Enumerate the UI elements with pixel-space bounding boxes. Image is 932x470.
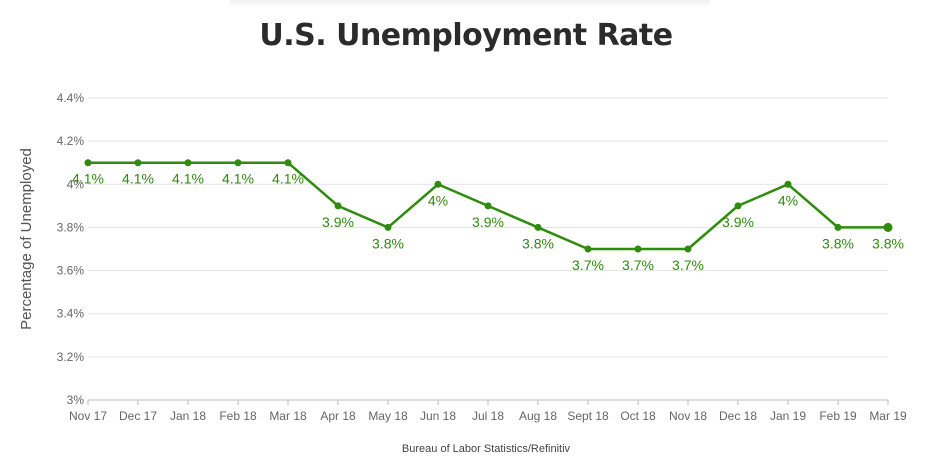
data-point[interactable] xyxy=(484,202,492,210)
data-point[interactable] xyxy=(834,223,842,231)
data-label: 3.7% xyxy=(572,257,604,273)
x-tick-label: Dec 17 xyxy=(119,409,157,423)
data-point[interactable] xyxy=(684,245,692,253)
data-point[interactable] xyxy=(883,222,893,232)
x-tick-label: Jan 18 xyxy=(170,409,206,423)
data-label: 3.8% xyxy=(872,235,904,251)
y-tick-label: 4.2% xyxy=(57,134,85,148)
y-tick-label: 3.2% xyxy=(57,350,85,364)
data-label: 3.9% xyxy=(322,214,354,230)
x-tick-label: Feb 18 xyxy=(219,409,257,423)
data-label: 3.8% xyxy=(372,235,404,251)
data-label: 4% xyxy=(778,192,798,208)
header-fade xyxy=(230,0,710,8)
data-point[interactable] xyxy=(384,223,392,231)
data-label: 3.9% xyxy=(472,214,504,230)
data-point[interactable] xyxy=(134,159,142,167)
x-tick-label: Nov 18 xyxy=(669,409,707,423)
data-label: 3.8% xyxy=(822,235,854,251)
x-axis-ticks: Nov 17 Dec 17 Jan 18 Feb 18 Mar 18 Apr 18 May … xyxy=(69,400,907,423)
x-tick-label: Aug 18 xyxy=(519,409,557,423)
y-tick-label: 4% xyxy=(67,177,85,191)
data-label: 3.9% xyxy=(722,214,754,230)
data-point[interactable] xyxy=(284,159,292,167)
series xyxy=(84,159,893,253)
y-tick-label: 3.6% xyxy=(57,264,85,278)
y-tick-label: 4.4% xyxy=(57,91,85,105)
chart-title: U.S. Unemployment Rate xyxy=(259,18,673,53)
y-tick-label: 3% xyxy=(67,393,85,407)
data-point[interactable] xyxy=(734,202,742,210)
data-label: 4.1% xyxy=(222,171,254,187)
data-point[interactable] xyxy=(434,180,442,188)
y-tick-label: 3.8% xyxy=(57,220,85,234)
x-tick-label: Apr 18 xyxy=(320,409,356,423)
data-point[interactable] xyxy=(784,180,792,188)
data-label: 4% xyxy=(428,192,448,208)
x-tick-label: Jan 19 xyxy=(770,409,806,423)
data-point[interactable] xyxy=(234,159,242,167)
x-tick-label: Mar 19 xyxy=(869,409,907,423)
x-tick-label: Mar 18 xyxy=(269,409,307,423)
source-note: Bureau of Labor Statistics/Refinitiv xyxy=(402,443,571,455)
data-label: 4.1% xyxy=(122,171,154,187)
data-label: 3.7% xyxy=(672,257,704,273)
y-axis-ticks: 3% 3.2% 3.4% 3.6% 3.8% 4% 4.2% 4.4% xyxy=(57,91,85,407)
data-point[interactable] xyxy=(584,245,592,253)
data-label: 4.1% xyxy=(272,171,304,187)
x-tick-label: Sept 18 xyxy=(567,409,609,423)
y-tick-label: 3.4% xyxy=(57,307,85,321)
x-tick-label: Feb 19 xyxy=(819,409,857,423)
y-axis-title: Percentage of Unemployed xyxy=(18,148,35,330)
data-label: 4.1% xyxy=(172,171,204,187)
data-label: 4.1% xyxy=(72,171,104,187)
data-point[interactable] xyxy=(184,159,192,167)
data-point[interactable] xyxy=(334,202,342,210)
x-tick-label: Jun 18 xyxy=(420,409,456,423)
data-labels: 4.1% 4.1% 4.1% 4.1% 4.1% 3.9% 3.8% 4% 3.9% 3.8% 3.… xyxy=(72,171,904,273)
data-point[interactable] xyxy=(84,159,92,167)
data-point[interactable] xyxy=(534,223,542,231)
x-tick-label: Nov 17 xyxy=(69,409,107,423)
x-tick-label: May 18 xyxy=(368,409,408,423)
data-point[interactable] xyxy=(634,245,642,253)
x-tick-label: Oct 18 xyxy=(620,409,656,423)
gridlines xyxy=(88,97,888,358)
data-label: 3.7% xyxy=(622,257,654,273)
x-tick-label: Jul 18 xyxy=(472,409,504,423)
data-label: 3.8% xyxy=(522,235,554,251)
x-tick-label: Dec 18 xyxy=(719,409,757,423)
